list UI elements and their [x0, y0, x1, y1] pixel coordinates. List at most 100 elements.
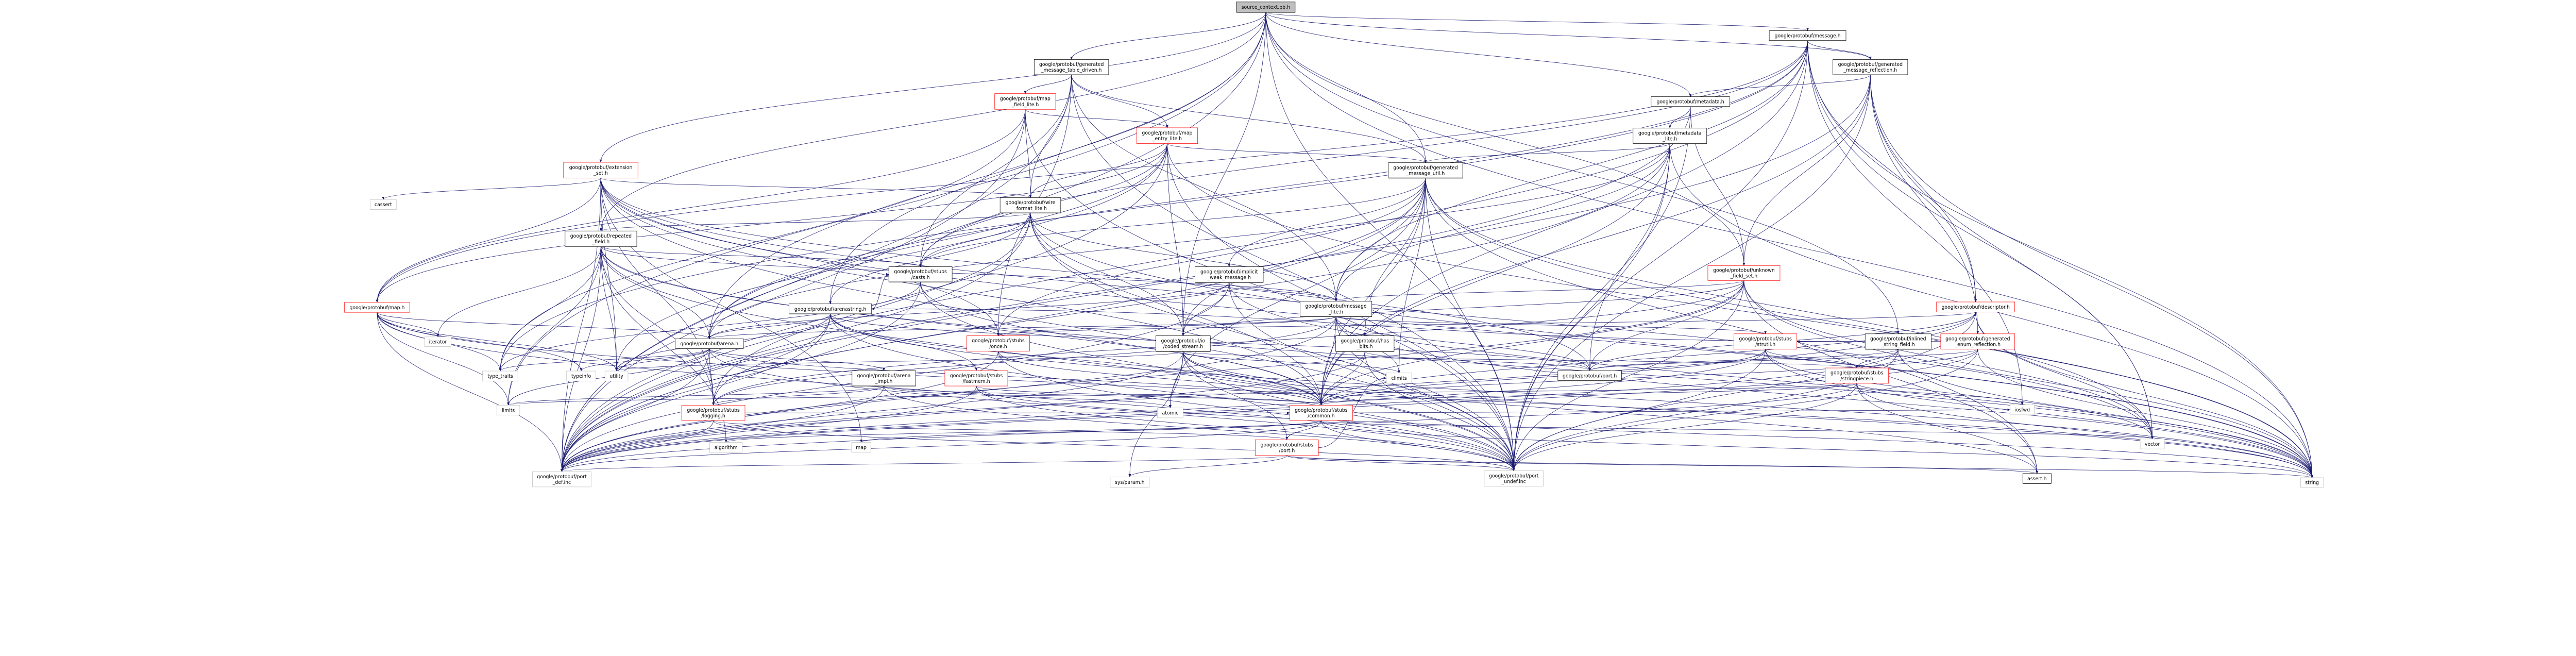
- node-label: _string_field.h: [1881, 342, 1915, 348]
- edge-inlined_string_field-to-port_undef: [1512, 349, 1899, 472]
- edge-repeated_field-to-common: [601, 246, 1323, 406]
- node-metadata[interactable]: google/protobuf/metadata.h: [1651, 96, 1730, 107]
- node-label: google/protobuf/map: [1000, 96, 1050, 102]
- node-label: iterator: [429, 339, 447, 345]
- node-assert-h[interactable]: assert.h: [2022, 473, 2052, 484]
- node-gen-msg-reflection[interactable]: google/protobuf/generated_message_reflec…: [1833, 59, 1908, 75]
- edge-gen_msg_reflection-to-descriptor: [1870, 75, 1977, 302]
- node-stringpiece[interactable]: google/protobuf/stubs/stringpiece.h: [1825, 367, 1889, 384]
- edge-implicit_weak_message-to-string: [1229, 282, 2314, 478]
- node-message-lite[interactable]: google/protobuf/message_lite.h: [1300, 301, 1372, 317]
- edge-metadata_lite-to-message_lite: [1334, 143, 1670, 302]
- node-vector: vector: [2140, 439, 2165, 449]
- node-arena-impl[interactable]: google/protobuf/arena_impl.h: [852, 370, 916, 386]
- node-stubs-port[interactable]: google/protobuf/stubs/port.h: [1255, 439, 1319, 456]
- edge-coded_stream-to-port_def: [561, 351, 1183, 472]
- node-inlined-string-field[interactable]: google/protobuf/inlined_string_field.h: [1865, 333, 1931, 350]
- node-box: [681, 405, 745, 421]
- node-label: _undef.inc: [1501, 479, 1526, 484]
- edge-arena-to-typeinfo: [580, 348, 710, 372]
- node-algorithm: algorithm: [709, 442, 743, 453]
- node-has-bits[interactable]: google/protobuf/has_bits.h: [1335, 335, 1395, 352]
- edge-message_lite-to-common: [1320, 316, 1336, 406]
- node-label: _field_set.h: [1730, 274, 1758, 279]
- edge-coded_stream-to-stringpiece: [1182, 351, 1858, 368]
- edge-unknown_field_set-to-vector: [1743, 280, 2154, 440]
- node-implicit-weak-message[interactable]: google/protobuf/implicit_weak_message.h: [1195, 266, 1264, 283]
- node-common[interactable]: google/protobuf/stubs/common.h: [1289, 405, 1353, 421]
- edge-extension_set-to-once: [600, 178, 999, 337]
- edge-repeated_field-to-utility: [601, 246, 618, 372]
- edge-arena-to-type_traits: [499, 348, 710, 372]
- node-label: google/protobuf/generated: [1838, 62, 1903, 68]
- node-gen-msg-table-driven[interactable]: google/protobuf/generated_message_table_…: [1034, 59, 1109, 75]
- node-label: _lite.h: [1662, 137, 1677, 142]
- node-strutil[interactable]: google/protobuf/stubs/strutil.h: [1734, 333, 1798, 349]
- edge-fastmem-to-port_def: [561, 386, 977, 472]
- edge-stubs_port-to-port_def: [561, 455, 1287, 472]
- edge-gen_msg_reflection-to-unknown_field_set: [1742, 75, 1871, 266]
- node-box: [1484, 470, 1544, 486]
- node-label: utility: [609, 374, 623, 379]
- node-arenastring[interactable]: google/protobuf/arenastring.h: [789, 304, 872, 314]
- edge-unknown_field_set-to-port_def: [561, 280, 1744, 472]
- edge-gen_enum_reflection-to-string: [1977, 349, 2314, 478]
- edge-inlined_string_field-to-string: [1897, 349, 2314, 478]
- node-extension-set[interactable]: google/protobuf/extension_set.h: [563, 162, 638, 178]
- node-descriptor[interactable]: google/protobuf/descriptor.h: [1936, 301, 2015, 312]
- include-dependency-graph: source_context.pb.h google/protobuf/messa…: [344, 2, 2324, 488]
- edge-root-to-gen_msg_reflection: [1265, 12, 1872, 60]
- edge-root-to-metadata: [1265, 12, 1692, 97]
- node-gen-enum-reflection[interactable]: google/protobuf/generated_enum_reflectio…: [1940, 333, 2015, 349]
- edge-gen_enum_reflection-to-port_h: [1588, 349, 1978, 371]
- node-box: [496, 405, 520, 416]
- node-box: [1157, 408, 1183, 418]
- node-map-h[interactable]: google/protobuf/map.h: [344, 302, 410, 313]
- edge-map_h-to-limits: [377, 312, 510, 406]
- edge-stringpiece-to-string: [1856, 383, 2314, 478]
- node-label: google/protobuf/port: [1489, 473, 1539, 479]
- edge-coded_stream-to-string: [1182, 351, 2313, 478]
- edge-map_h-to-utility: [377, 312, 618, 372]
- node-map-entry-lite[interactable]: google/protobuf/map_entry_lite.h: [1136, 127, 1198, 144]
- node-typeinfo: typeinfo: [566, 371, 596, 381]
- node-coded-stream[interactable]: google/protobuf/io/coded_stream.h: [1156, 335, 1211, 352]
- edge-stubs_port-to-port_undef: [1286, 455, 1515, 472]
- node-arena[interactable]: google/protobuf/arena.h: [675, 339, 744, 349]
- edge-message-to-port_undef: [1512, 40, 1808, 472]
- node-label: sys/param.h: [1115, 480, 1144, 485]
- node-wire-format-lite[interactable]: google/protobuf/wire_format_lite.h: [999, 197, 1061, 213]
- node-repeated-field[interactable]: google/protobuf/repeated_field.h: [565, 230, 637, 247]
- node-port-h[interactable]: google/protobuf/port.h: [1557, 370, 1622, 381]
- edge-gen_msg_reflection-to-vector: [1870, 75, 2154, 440]
- node-label: /once.h: [989, 344, 1007, 349]
- node-map-field-lite[interactable]: google/protobuf/map_field_lite.h: [994, 93, 1056, 110]
- node-fastmem[interactable]: google/protobuf/stubs/fastmem.h: [944, 370, 1008, 386]
- node-casts[interactable]: google/protobuf/stubs/casts.h: [888, 266, 953, 283]
- edge-unknown_field_set-to-coded_stream: [1182, 280, 1744, 337]
- node-unknown-field-set[interactable]: google/protobuf/unknown_field_set.h: [1707, 265, 1781, 281]
- edge-stringpiece-to-assert_h: [1856, 383, 2039, 474]
- node-label: _set.h: [593, 171, 608, 176]
- node-root[interactable]: source_context.pb.h: [1236, 2, 1296, 13]
- node-once[interactable]: google/protobuf/stubs/once.h: [967, 335, 1030, 351]
- node-box: [604, 371, 629, 381]
- edge-wire_format_lite-to-port_def: [561, 213, 1031, 472]
- edge-arena-to-common: [709, 348, 1323, 406]
- edge-inlined_string_field-to-stringpiece: [1855, 349, 1899, 368]
- node-label: /casts.h: [911, 275, 930, 280]
- edge-strutil-to-port_undef: [1512, 349, 1766, 472]
- edge-stubs_port-to-string: [1286, 455, 2313, 478]
- edge-message-to-gen_msg_reflection: [1807, 40, 1872, 60]
- edge-stringpiece-to-iosfwd: [1856, 383, 2024, 406]
- edge-strutil-to-stringpiece: [1765, 349, 1858, 368]
- node-gen-msg-util[interactable]: google/protobuf/generated_message_util.h: [1388, 162, 1463, 179]
- node-type-traits: type_traits: [482, 371, 518, 381]
- node-metadata-lite[interactable]: google/protobuf/metadata_lite.h: [1633, 128, 1707, 144]
- node-message[interactable]: google/protobuf/message.h: [1769, 30, 1846, 41]
- edge-arena_impl-to-atomic: [884, 385, 1172, 409]
- node-logging[interactable]: google/protobuf/stubs/logging.h: [681, 405, 745, 421]
- edge-implicit_weak_message-to-port_undef: [1229, 282, 1515, 472]
- edge-root-to-arenastring: [829, 12, 1266, 305]
- edge-message-to-message_lite: [1334, 40, 1808, 302]
